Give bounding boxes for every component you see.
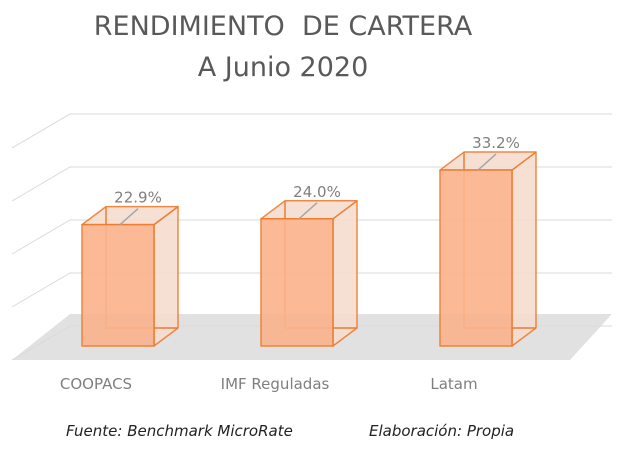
source-note: Fuente: Benchmark MicroRate bbox=[66, 422, 293, 440]
bar-side bbox=[511, 151, 537, 347]
gridline bbox=[11, 272, 612, 308]
bar-front bbox=[260, 218, 334, 347]
credit-note: Elaboración: Propia bbox=[369, 422, 514, 440]
data-label-leader bbox=[119, 208, 139, 226]
bar-coopacs: 22.9% bbox=[81, 189, 179, 347]
category-label: COOPACS bbox=[60, 375, 132, 393]
bar-front bbox=[439, 169, 513, 347]
bars: 22.9% 24.0% 33.2% bbox=[81, 134, 537, 347]
chart-subtitle: A Junio 2020 bbox=[198, 52, 369, 83]
gridline bbox=[11, 219, 612, 255]
data-label: 24.0% bbox=[293, 183, 341, 201]
gridline bbox=[11, 166, 612, 202]
data-label: 33.2% bbox=[472, 134, 520, 152]
bar-imf-reguladas: 24.0% bbox=[260, 183, 358, 347]
data-label: 22.9% bbox=[114, 189, 162, 207]
bar-latam: 33.2% bbox=[439, 134, 537, 347]
data-label-leader bbox=[298, 202, 318, 220]
gridline bbox=[11, 113, 612, 149]
data-label-leader bbox=[477, 153, 497, 171]
category-label: IMF Reguladas bbox=[221, 375, 330, 393]
bar-side bbox=[153, 205, 179, 347]
bar-front bbox=[81, 223, 155, 347]
bar-side bbox=[332, 200, 358, 347]
category-label: Latam bbox=[430, 375, 477, 393]
category-labels: COOPACS IMF Reguladas Latam bbox=[60, 375, 478, 393]
chart-title: RENDIMIENTO DE CARTERA bbox=[94, 11, 473, 42]
